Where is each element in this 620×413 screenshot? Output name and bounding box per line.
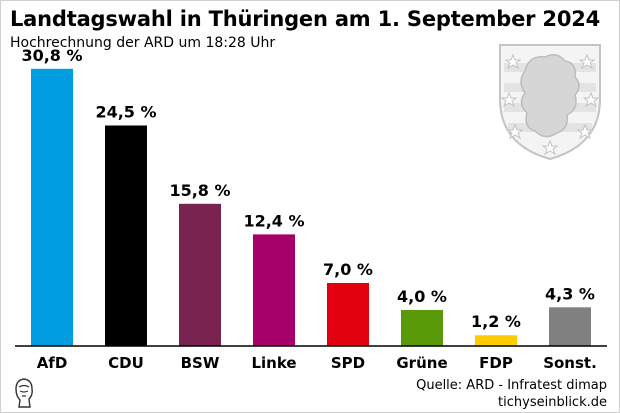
chart-title: Landtagswahl in Thüringen am 1. Septembe… xyxy=(10,7,601,31)
category-label-cdu: CDU xyxy=(108,354,144,372)
value-label-bsw: 15,8 % xyxy=(169,181,230,200)
category-label-fdp: FDP xyxy=(479,354,513,372)
publisher-logo-icon xyxy=(15,378,33,408)
value-label-grüne: 4,0 % xyxy=(397,287,447,306)
source-line: Quelle: ARD - Infratest dimap xyxy=(416,378,607,393)
value-label-fdp: 1,2 % xyxy=(471,312,521,331)
bar-linke xyxy=(253,234,295,346)
site-name: tichyseinblick.de xyxy=(498,395,607,410)
value-label-linke: 12,4 % xyxy=(243,211,304,230)
category-label-spd: SPD xyxy=(331,354,365,372)
value-label-spd: 7,0 % xyxy=(323,260,373,279)
value-label-afd: 30,8 % xyxy=(21,46,82,65)
bar-spd xyxy=(327,283,369,346)
bar-cdu xyxy=(105,125,147,346)
value-label-sonst: 4,3 % xyxy=(545,284,595,303)
category-label-grüne: Grüne xyxy=(396,354,447,372)
bar-grüne xyxy=(401,310,443,346)
category-label-afd: AfD xyxy=(37,354,68,372)
category-label-linke: Linke xyxy=(251,354,296,372)
bar-bsw xyxy=(179,203,221,346)
source-note: Quelle: ARD - Infratest dimap tichyseinb… xyxy=(416,377,607,411)
bar-fdp xyxy=(475,335,517,346)
coat-of-arms-icon xyxy=(499,44,601,161)
value-label-cdu: 24,5 % xyxy=(95,103,156,122)
bar-sonst xyxy=(549,307,591,346)
chart-subtitle: Hochrechnung der ARD um 18:28 Uhr xyxy=(10,35,276,51)
category-label-bsw: BSW xyxy=(181,354,220,372)
bar-afd xyxy=(31,68,73,347)
category-label-sonst: Sonst. xyxy=(543,354,597,372)
